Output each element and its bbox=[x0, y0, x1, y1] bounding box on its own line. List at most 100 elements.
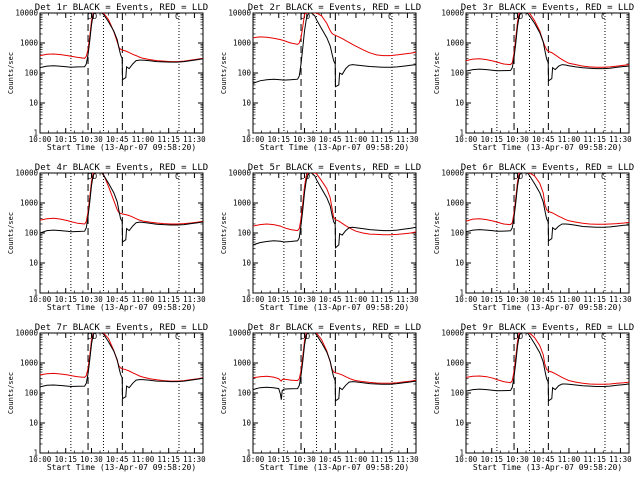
x-tick-label: 11:30 bbox=[183, 295, 206, 304]
marker-label-d: D bbox=[306, 12, 311, 21]
panel-det-2: Det 2r BLACK = Events, RED = LLD 1 10 100 10… bbox=[220, 3, 421, 152]
y-tick-label: 1000 bbox=[233, 359, 252, 368]
x-tick-label: 11:15 bbox=[370, 135, 393, 144]
x-tick-label: 11:00 bbox=[132, 455, 155, 464]
marker-label-c-right: C bbox=[601, 12, 606, 21]
marker-label-c-right: C bbox=[175, 172, 180, 181]
x-tick-label: 11:00 bbox=[345, 455, 368, 464]
x-tick-label: 10:45 bbox=[319, 455, 342, 464]
x-tick-label: 11:30 bbox=[396, 455, 419, 464]
x-tick-label: 11:30 bbox=[609, 455, 632, 464]
marker-label-c-left: C bbox=[87, 172, 92, 181]
y-tick-label: 100 bbox=[237, 229, 251, 238]
events-series-line bbox=[40, 333, 203, 400]
panel-title: Det 2r BLACK = Events, RED = LLD bbox=[248, 3, 421, 13]
y-axis-label: Counts/sec bbox=[7, 212, 15, 254]
y-tick-label: 10000 bbox=[441, 329, 464, 338]
x-tick-label: 11:00 bbox=[132, 295, 155, 304]
x-tick-label: 10:45 bbox=[106, 135, 129, 144]
x-tick-label: 10:15 bbox=[480, 135, 503, 144]
x-tick-label: 11:00 bbox=[132, 135, 155, 144]
x-tick-label: 10:15 bbox=[480, 455, 503, 464]
x-axis-label: Start Time (13-Apr-07 09:58:20) bbox=[260, 463, 409, 472]
marker-label-c-right: C bbox=[388, 172, 393, 181]
panel-title: Det 3r BLACK = Events, RED = LLD bbox=[461, 3, 634, 13]
y-tick-label: 10000 bbox=[228, 169, 251, 178]
y-tick-label: 100 bbox=[450, 69, 464, 78]
marker-label-d: D bbox=[519, 12, 524, 21]
y-axis-label: Counts/sec bbox=[7, 372, 15, 414]
x-axis-label: Start Time (13-Apr-07 09:58:20) bbox=[47, 143, 196, 152]
y-tick-label: 1 bbox=[33, 129, 38, 138]
y-axis-label: Counts/sec bbox=[433, 372, 441, 414]
x-tick-label: 10:30 bbox=[506, 295, 529, 304]
y-tick-label: 1 bbox=[33, 449, 38, 458]
events-series-line bbox=[40, 173, 203, 243]
x-tick-label: 10:30 bbox=[506, 455, 529, 464]
panel-det-8: Det 8r BLACK = Events, RED = LLD 1 10 100 10… bbox=[220, 323, 421, 472]
marker-label-d: D bbox=[519, 172, 524, 181]
marker-label-c-right: C bbox=[388, 332, 393, 341]
x-tick-label: 11:15 bbox=[583, 455, 606, 464]
lld-series-line bbox=[253, 173, 416, 236]
x-tick-label: 10:00 bbox=[455, 455, 478, 464]
marker-label-c-left: C bbox=[87, 12, 92, 21]
x-tick-label: 11:15 bbox=[583, 295, 606, 304]
x-tick-label: 11:15 bbox=[157, 135, 180, 144]
x-tick-label: 10:45 bbox=[319, 295, 342, 304]
panel-title: Det 5r BLACK = Events, RED = LLD bbox=[248, 163, 421, 173]
y-tick-label: 10 bbox=[242, 419, 252, 428]
x-tick-label: 11:00 bbox=[345, 135, 368, 144]
marker-label-c-right: C bbox=[175, 12, 180, 21]
x-tick-label: 10:30 bbox=[293, 295, 316, 304]
x-tick-label: 10:30 bbox=[293, 455, 316, 464]
x-axis-label: Start Time (13-Apr-07 09:58:20) bbox=[260, 303, 409, 312]
x-tick-label: 11:00 bbox=[558, 295, 581, 304]
y-tick-label: 1 bbox=[246, 449, 251, 458]
y-tick-label: 100 bbox=[450, 389, 464, 398]
x-axis-label: Start Time (13-Apr-07 09:58:20) bbox=[47, 303, 196, 312]
y-tick-label: 100 bbox=[450, 229, 464, 238]
y-tick-label: 10000 bbox=[228, 9, 251, 18]
y-tick-label: 100 bbox=[24, 389, 38, 398]
panel-det-1: Det 1r BLACK = Events, RED = LLD 1 10 100 10… bbox=[7, 3, 208, 152]
x-tick-label: 10:45 bbox=[319, 135, 342, 144]
lld-series-line bbox=[253, 333, 416, 384]
events-series-line bbox=[253, 333, 416, 402]
marker-label-d: D bbox=[306, 332, 311, 341]
events-series-line bbox=[466, 173, 629, 242]
y-tick-label: 1000 bbox=[446, 359, 465, 368]
x-tick-label: 10:45 bbox=[532, 455, 555, 464]
x-tick-label: 10:30 bbox=[506, 135, 529, 144]
marker-label-c-right: C bbox=[601, 332, 606, 341]
y-tick-label: 1 bbox=[246, 289, 251, 298]
y-tick-label: 10 bbox=[242, 99, 252, 108]
lld-series-line bbox=[466, 13, 629, 68]
y-axis-label: Counts/sec bbox=[220, 52, 228, 94]
y-tick-label: 10000 bbox=[441, 9, 464, 18]
x-tick-label: 10:00 bbox=[29, 295, 52, 304]
y-tick-label: 100 bbox=[237, 389, 251, 398]
panel-det-6: Det 6r BLACK = Events, RED = LLD 1 10 100 10… bbox=[433, 163, 634, 312]
x-tick-label: 10:00 bbox=[455, 295, 478, 304]
lld-series-line bbox=[466, 173, 629, 226]
y-tick-label: 10000 bbox=[228, 329, 251, 338]
x-tick-label: 10:00 bbox=[242, 135, 265, 144]
x-axis-label: Start Time (13-Apr-07 09:58:20) bbox=[473, 463, 622, 472]
marker-label-c-left: C bbox=[513, 332, 518, 341]
y-tick-label: 1 bbox=[459, 289, 464, 298]
y-tick-label: 1000 bbox=[446, 39, 465, 48]
y-tick-label: 10000 bbox=[441, 169, 464, 178]
y-tick-label: 1 bbox=[459, 449, 464, 458]
y-axis-label: Counts/sec bbox=[220, 372, 228, 414]
lld-series-line bbox=[40, 333, 203, 382]
x-tick-label: 10:00 bbox=[455, 135, 478, 144]
x-tick-label: 11:15 bbox=[157, 295, 180, 304]
x-tick-label: 10:15 bbox=[267, 135, 290, 144]
marker-label-d: D bbox=[519, 332, 524, 341]
panel-title: Det 1r BLACK = Events, RED = LLD bbox=[35, 3, 208, 13]
x-tick-label: 10:00 bbox=[29, 135, 52, 144]
y-tick-label: 1000 bbox=[446, 199, 465, 208]
y-tick-label: 100 bbox=[24, 69, 38, 78]
